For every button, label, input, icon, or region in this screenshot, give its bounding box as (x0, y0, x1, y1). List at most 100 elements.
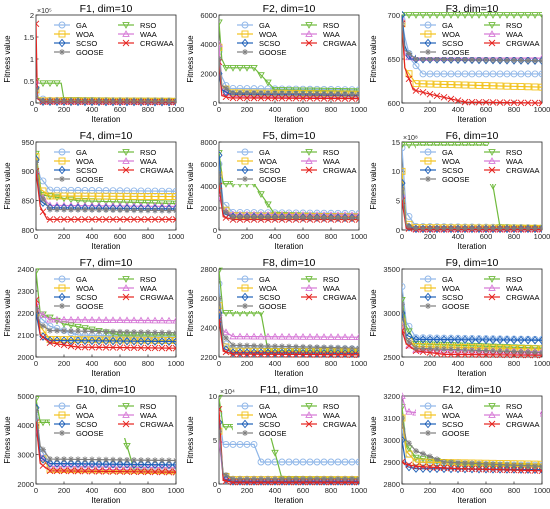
series-marker-scso (95, 459, 103, 469)
series-marker-goose (40, 446, 46, 453)
series-marker-scso (447, 335, 455, 344)
series-marker-scso (524, 335, 532, 345)
y-tick-label: 3000 (17, 450, 34, 459)
series-marker-crgwaa (264, 94, 272, 102)
series-marker-goose (96, 328, 102, 335)
series-group (36, 268, 176, 352)
legend-marker-scso (58, 419, 66, 429)
series-marker-scso (67, 336, 75, 345)
legend-label: GOOSE (259, 302, 287, 311)
series-marker-scso (538, 56, 542, 66)
series-marker-goose (103, 328, 109, 335)
series-marker-waa (447, 346, 455, 354)
series-marker-rso (433, 12, 441, 19)
series-marker-goose (335, 475, 341, 482)
series-marker-crgwaa (503, 466, 511, 474)
legend-label: RSO (140, 275, 156, 284)
x-tick-label: 800 (508, 105, 521, 114)
series-marker-scso (278, 212, 286, 222)
legend-marker-waa (488, 157, 496, 164)
legend-label: WAA (323, 157, 340, 166)
series-marker-ga (257, 458, 265, 466)
legend-marker-ga (241, 402, 249, 410)
series-marker-waa (327, 333, 335, 340)
series-marker-waa (243, 332, 251, 340)
legend-label: GOOSE (76, 48, 104, 57)
series-marker-crgwaa (440, 94, 448, 101)
series-marker-rso (454, 12, 462, 19)
series-marker-crgwaa (482, 466, 490, 473)
series-marker-rso (412, 12, 420, 19)
series-marker-waa (130, 316, 138, 324)
y-tick-label: 2200 (200, 353, 217, 362)
legend-label: RSO (323, 402, 339, 411)
series-marker-goose (490, 461, 496, 468)
series-marker-scso (468, 55, 476, 65)
y-tick-label: 650 (387, 55, 400, 64)
series-marker-crgwaa (468, 465, 476, 473)
series-marker-woa (165, 193, 173, 200)
series-marker-crgwaa (67, 216, 75, 223)
legend-label: WOA (259, 284, 277, 293)
series-marker-goose (103, 98, 109, 105)
series-marker-crgwaa (236, 350, 244, 358)
legend-background (233, 146, 357, 184)
series-marker-woa (454, 81, 462, 89)
series-marker-ga (137, 187, 145, 195)
legend-label: WOA (76, 157, 94, 166)
series-marker-rso (264, 201, 272, 209)
series-marker-scso (116, 336, 124, 346)
x-axis-label: Iteration (458, 496, 487, 505)
y-axis-label: Fitness value (186, 289, 195, 337)
series-marker-rso (475, 12, 483, 19)
legend-background (233, 19, 357, 57)
legend-marker-woa (241, 157, 249, 165)
series-marker-goose (110, 456, 116, 463)
legend-label: GA (76, 148, 87, 157)
subplot-1: F1, dim=10 0 200 400 600 800 1000 0 0.5 1 1.5 2 ×10⁵… (3, 3, 184, 124)
series-marker-ga (334, 458, 342, 466)
series-marker-woa (402, 167, 406, 175)
series-marker-goose (504, 348, 510, 355)
series-marker-goose (159, 207, 165, 214)
x-tick-label: 1000 (351, 359, 368, 368)
series-marker-goose (237, 475, 243, 482)
series-marker-ga (165, 187, 173, 195)
y-tick-label: 1.5 (24, 33, 34, 42)
series-marker-crgwaa (165, 216, 173, 223)
legend-label: RSO (323, 148, 339, 157)
legend-marker-goose (425, 430, 431, 436)
legend: GA RSO WOA WAA SCSO CRGWAA GOOSE (50, 273, 174, 311)
series-marker-goose (272, 214, 278, 221)
series-marker-crgwaa (88, 343, 96, 351)
x-tick-label: 1000 (168, 105, 185, 114)
series-marker-crgwaa (222, 93, 230, 101)
series-marker-crgwaa (306, 95, 314, 102)
legend-marker-rso (305, 149, 313, 156)
legend-label: WOA (259, 157, 277, 166)
series-marker-rso (222, 310, 230, 317)
series-marker-ga (172, 187, 176, 195)
series-marker-goose (265, 475, 271, 482)
series-marker-goose (131, 207, 137, 214)
series-marker-goose (75, 456, 81, 463)
series-marker-goose (251, 89, 257, 96)
series-group (402, 283, 542, 359)
series-marker-scso (538, 335, 542, 345)
series-marker-crgwaa (172, 468, 176, 476)
legend-marker-ga (241, 275, 249, 283)
series-marker-crgwaa (531, 99, 539, 107)
series-marker-waa (81, 315, 89, 323)
series-marker-crgwaa (538, 99, 542, 107)
series-marker-waa (130, 463, 138, 471)
series-marker-goose (462, 346, 468, 353)
series-marker-scso (236, 348, 244, 357)
series-marker-waa (39, 310, 47, 318)
series-marker-goose (300, 214, 306, 221)
series-marker-scso (433, 335, 441, 344)
series-marker-woa (419, 80, 427, 88)
series-marker-scso (102, 336, 110, 346)
y-tick-label: 2200 (17, 309, 34, 318)
legend-label: WOA (259, 30, 277, 39)
series-marker-goose (413, 56, 419, 62)
